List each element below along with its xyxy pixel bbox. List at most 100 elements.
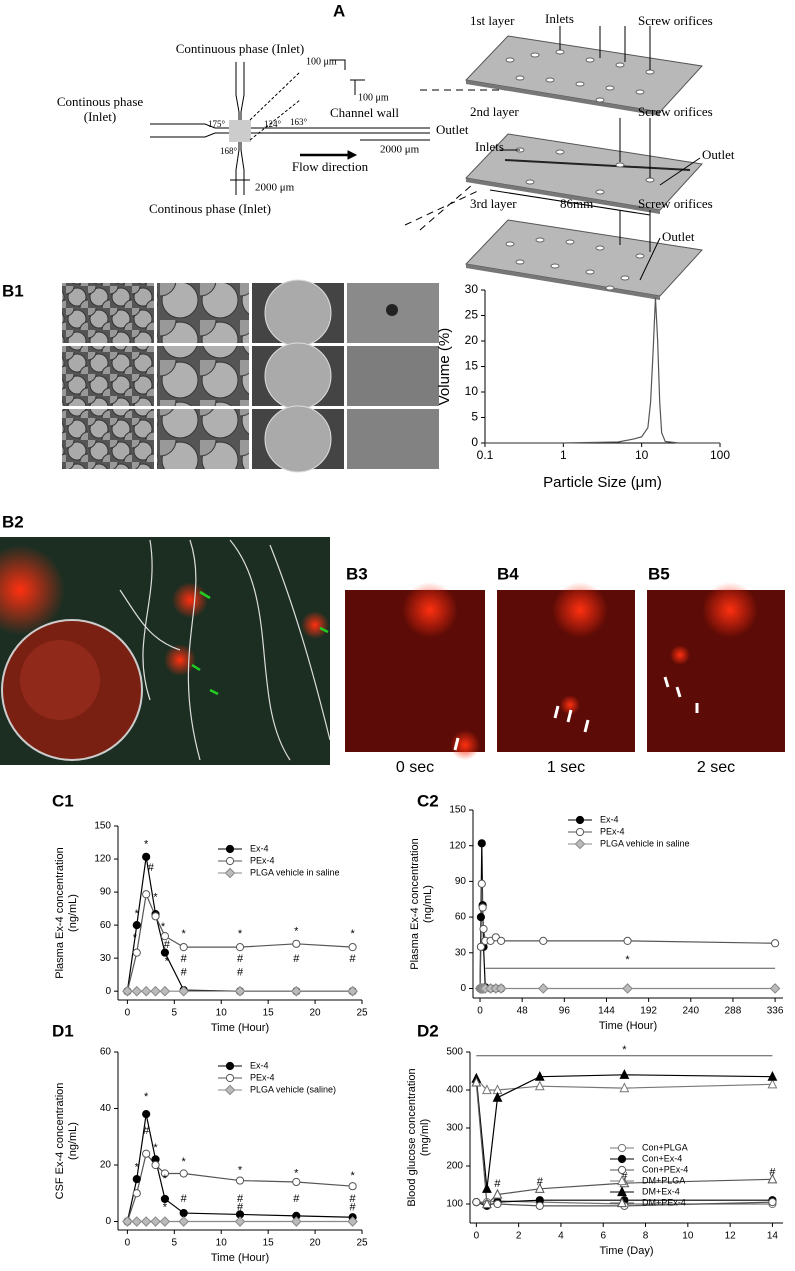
sem-image — [62, 409, 154, 469]
x-tick-label: 10 — [216, 1238, 228, 1249]
marker — [767, 1173, 778, 1184]
label: 2000 μm — [255, 182, 295, 194]
legend-label: Ex-4 — [250, 843, 269, 853]
y-tick-label: 200 — [446, 1161, 463, 1172]
x-tick-label: 192 — [640, 1006, 657, 1017]
marker — [482, 1084, 492, 1095]
x-axis-label: Time (Day) — [600, 1245, 654, 1257]
marker — [617, 1175, 627, 1186]
annotation: * — [350, 1170, 355, 1182]
legend-label: DM+Ex-4 — [642, 1186, 680, 1196]
label: 2000 μm — [380, 144, 420, 156]
y-tick-label: 20 — [465, 333, 479, 347]
y-tick-label: 5 — [471, 410, 478, 424]
y-axis-label: (ng/mL) — [67, 894, 79, 932]
panel-label: B5 — [648, 564, 670, 583]
legend-label: Con+PEx-4 — [642, 1164, 688, 1174]
marker — [142, 1110, 151, 1119]
annotation: * — [182, 928, 187, 940]
panel-label: C1 — [52, 791, 74, 810]
leader-lines — [489, 26, 701, 281]
marker — [291, 1216, 302, 1227]
x-tick-label: 5 — [172, 1008, 178, 1019]
legend-label: PLGA vehicle in saline — [250, 867, 340, 877]
y-tick-label: 400 — [446, 1085, 463, 1096]
x-tick-label: 0.1 — [477, 448, 494, 462]
label: Continuous phase (Inlet) — [176, 41, 305, 56]
x-tick-label: 1 — [560, 448, 567, 462]
marker — [617, 1186, 627, 1197]
y-tick-label: 60 — [100, 1047, 112, 1058]
marker — [574, 838, 586, 850]
label: 1st layer — [470, 13, 515, 28]
holes — [505, 49, 655, 291]
label: 175° — [208, 119, 226, 129]
legend-label: DM+PEx-4 — [642, 1197, 686, 1207]
marker — [225, 1073, 235, 1083]
chart: 100 200 300 400 500 0 2 4 6 8 10 12 14 Time (Day) Bloo… — [406, 1044, 783, 1257]
label: Screw orifices — [638, 13, 713, 28]
y-axis-label: (ng/mL) — [67, 1122, 79, 1160]
x-tick-label: 100 — [710, 448, 730, 462]
flow-arrow-head — [347, 150, 358, 160]
marker — [225, 856, 235, 866]
annotation: * — [163, 1173, 168, 1185]
label: 100 μm — [306, 56, 337, 67]
marker — [767, 1070, 778, 1081]
marker — [178, 1216, 189, 1227]
zoom-lines — [249, 71, 301, 141]
series-line — [475, 1074, 773, 1189]
marker — [575, 815, 585, 825]
annotation: * — [163, 1201, 168, 1213]
y-tick-label: 0 — [460, 983, 466, 994]
annotation: # — [494, 1178, 501, 1190]
connector — [404, 89, 510, 231]
panel-label: B4 — [497, 564, 519, 583]
y-axis-label: Plasma Ex-4 concentration — [54, 847, 66, 978]
label: Screw orifices — [638, 104, 713, 119]
x-tick-label: 10 — [682, 1231, 694, 1242]
annotation: * — [622, 1044, 627, 1056]
legend-label: DM+PLGA — [642, 1175, 685, 1185]
x-tick-label: 0 — [477, 1006, 483, 1017]
annotation: * — [133, 932, 138, 944]
sem-image — [347, 346, 439, 406]
chip-layers — [464, 26, 703, 300]
marker — [160, 932, 170, 941]
y-tick-label: 90 — [455, 876, 467, 887]
marker — [132, 1175, 141, 1184]
marker — [476, 912, 486, 922]
annotation: * — [161, 921, 166, 933]
marker — [132, 1189, 141, 1198]
marker — [224, 867, 236, 879]
label: 2nd layer — [470, 104, 519, 119]
marker — [150, 985, 161, 997]
label: Outlet — [702, 147, 735, 162]
x-tick-label: 15 — [263, 1238, 275, 1249]
y-axis-label: (ng/mL) — [422, 885, 434, 923]
marker — [534, 1080, 545, 1091]
y-tick-label: 500 — [446, 1047, 463, 1058]
x-tick-label: 2 — [516, 1231, 522, 1242]
annotation: # — [181, 953, 188, 965]
marker — [767, 1078, 778, 1089]
y-axis-label: (mg/ml) — [419, 1119, 431, 1156]
panel-label: D2 — [417, 1021, 439, 1040]
marker — [234, 1216, 246, 1227]
y-tick-label: 300 — [446, 1123, 463, 1134]
label: Flow direction — [292, 159, 369, 174]
annotation: # — [237, 1201, 244, 1213]
layer-labels: 1st layer Inlets Screw orifices 2nd laye… — [470, 11, 735, 244]
y-tick-label: 40 — [100, 1103, 112, 1114]
series-line — [479, 883, 776, 989]
marker — [477, 879, 486, 888]
marker — [142, 1149, 151, 1158]
annotation: # — [143, 1125, 150, 1137]
y-tick-label: 60 — [100, 920, 112, 931]
label: Screw orifices — [638, 196, 713, 211]
chart: 0 30 60 90 120 150 0 5 10 15 20 25 Time (Hour) Plasma… — [54, 821, 368, 1034]
legend-label: PLGA vehicle (saline) — [250, 1084, 336, 1094]
time-labels: 0 sec 1 sec 2 sec — [396, 759, 735, 776]
marker — [348, 943, 357, 952]
x-tick-label: 15 — [263, 1008, 275, 1019]
